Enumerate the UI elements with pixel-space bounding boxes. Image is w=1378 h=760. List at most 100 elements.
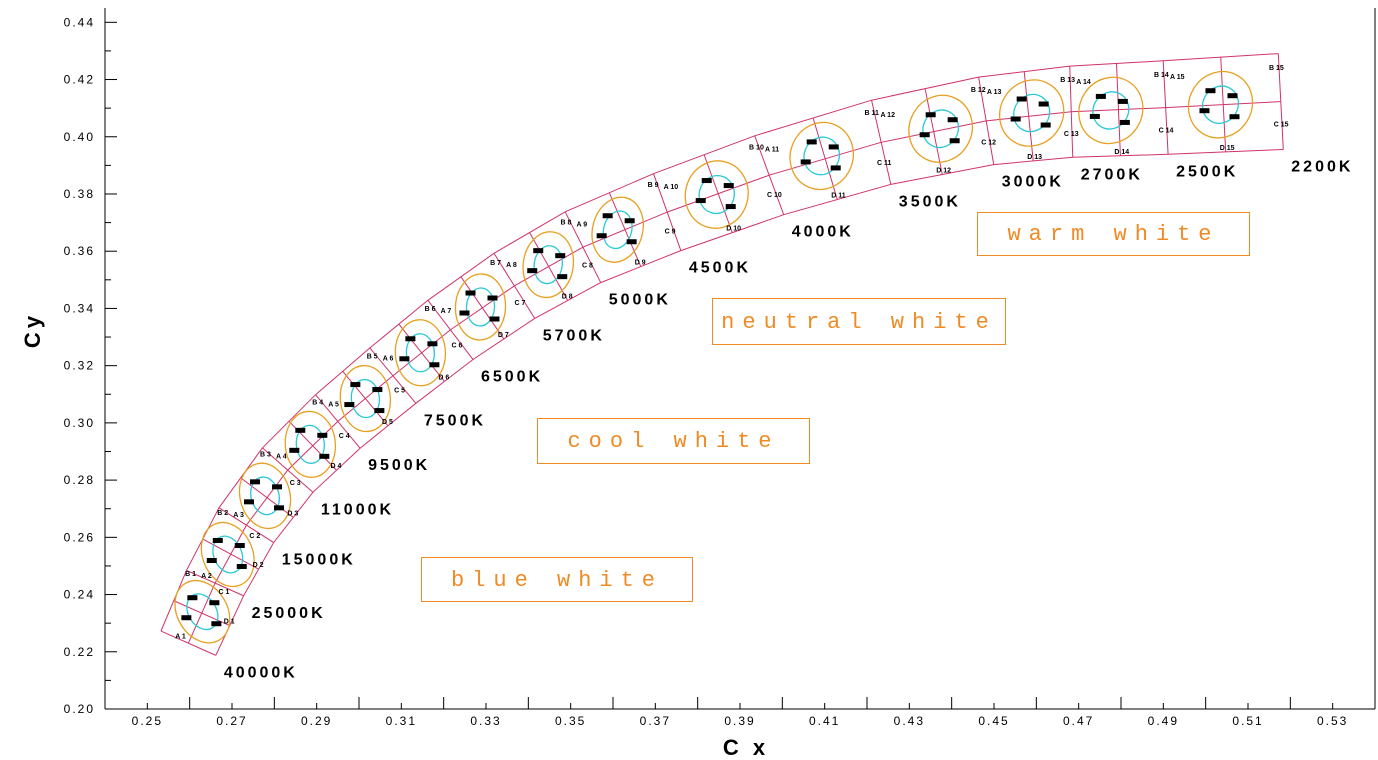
- bin-label-a: A 10: [664, 184, 679, 191]
- bin-label-d: D 2: [253, 562, 264, 569]
- bin-ellipse-inner: [922, 109, 960, 149]
- bin-marker: [1227, 93, 1238, 99]
- bin-label-b: B 14: [1154, 72, 1169, 79]
- bin-ellipse-outer: [284, 410, 337, 478]
- bin-label-a: A 5: [328, 402, 339, 409]
- bin-ellipse-inner: [1013, 93, 1051, 133]
- x-tick-label: 0.43: [894, 714, 925, 728]
- bin-label-c: C 11: [877, 160, 892, 167]
- cct-label: 5700K: [543, 327, 605, 344]
- bin-marker: [1010, 116, 1021, 122]
- bin-ellipse-outer: [394, 319, 447, 387]
- bin-ellipse-outer: [998, 79, 1065, 147]
- bin-marker: [399, 356, 410, 362]
- bin-label-c: C 3: [290, 480, 301, 487]
- y-tick-label: 0.42: [64, 73, 95, 87]
- bin-label-b: B 5: [367, 353, 378, 360]
- bin-ellipse-outer: [591, 196, 644, 263]
- cct-label: 9500K: [368, 457, 430, 474]
- x-tick-label: 0.49: [1148, 714, 1179, 728]
- bin-label-c: C 10: [767, 192, 782, 199]
- bin-ellipse-outer: [200, 521, 255, 588]
- bin-label-b: B 7: [490, 260, 501, 267]
- cct-label: 4000K: [792, 224, 854, 241]
- x-tick-label: 0.41: [809, 714, 840, 728]
- bin-marker: [274, 505, 285, 511]
- bin-label-a: A 3: [233, 512, 244, 519]
- bin-label-a: A 11: [765, 147, 779, 154]
- bin-marker: [372, 387, 383, 393]
- bin-label-d: D 10: [726, 226, 741, 233]
- bin-marker: [557, 274, 568, 280]
- bin-marker: [250, 479, 261, 485]
- bin-marker: [319, 453, 330, 459]
- x-tick-label: 0.37: [640, 714, 671, 728]
- bin-ellipse-inner: [602, 210, 633, 250]
- bin-marker: [925, 112, 936, 118]
- bin-divider-2: [218, 507, 275, 543]
- bin-marker: [211, 621, 222, 627]
- bin-marker: [489, 316, 500, 322]
- bin-mid-divider-8: [529, 232, 569, 301]
- bin-ellipse-outer: [1187, 70, 1254, 139]
- bin-divider-4: [315, 394, 361, 449]
- bin-marker: [723, 183, 734, 189]
- y-tick-label: 0.40: [64, 130, 95, 144]
- bin-marker: [947, 117, 958, 123]
- bin-label-d: D 5: [382, 419, 393, 426]
- bin-marker: [487, 295, 498, 301]
- x-tick-label: 0.51: [1232, 714, 1263, 728]
- bin-marker: [1199, 108, 1210, 114]
- bin-marker: [465, 290, 476, 296]
- bin-label-c: C 9: [665, 229, 676, 236]
- zone-label-cool-white: cool white: [537, 418, 810, 464]
- zone-label-neutral-white: neutral white: [712, 298, 1006, 345]
- bin-divider-12: [978, 77, 995, 165]
- bin-ellipse-inner: [295, 424, 326, 464]
- bin-mid-divider-2: [202, 538, 259, 570]
- bin-ellipse-outer: [684, 160, 749, 229]
- bin-ellipse-inner: [1201, 85, 1240, 124]
- bin-ellipse-inner: [803, 136, 841, 176]
- bin-label-d: D 7: [498, 332, 509, 339]
- bin-divider-11: [871, 100, 892, 185]
- cct-label: 25000K: [252, 605, 326, 622]
- bin-label-a: A 4: [276, 454, 287, 461]
- bin-mid-divider-6: [398, 323, 445, 382]
- bin-marker: [459, 310, 470, 316]
- cct-label: 7500K: [424, 412, 486, 429]
- bin-divider-3: [262, 447, 314, 493]
- bin-ellipse-inner: [465, 287, 496, 327]
- bin-marker: [272, 484, 283, 490]
- bin-ellipse-inner: [405, 333, 436, 373]
- bin-marker: [289, 447, 300, 453]
- labels: 40000K 25000K 15000K 11000K 9500K 7500K 6500K 5…: [175, 65, 1350, 681]
- bin-divider-5: [369, 347, 417, 404]
- bin-marker: [234, 542, 245, 548]
- bin-label-a: A 12: [880, 112, 895, 119]
- ticks: 0.25 0.27 0.29 0.31 0.33 0.35 0.37 0.39 0.41 0.43…: [64, 15, 1348, 728]
- bin-marker: [1040, 122, 1051, 128]
- y-tick-label: 0.36: [64, 244, 95, 258]
- bin-marker: [725, 204, 736, 210]
- bin-marker: [602, 213, 613, 219]
- bin-marker: [830, 165, 841, 171]
- bin-label-b: B 8: [560, 219, 571, 226]
- bin-label-a: A 13: [987, 89, 1002, 96]
- bin-label-b: B 13: [1060, 77, 1075, 84]
- bin-marker: [806, 139, 817, 145]
- x-tick-label: 0.29: [301, 714, 332, 728]
- bin-label-b: B 1: [185, 571, 196, 578]
- zone-label-warm-white: warm white: [977, 212, 1250, 256]
- bin-marker: [596, 233, 607, 239]
- bin-grid: [160, 53, 1284, 656]
- cct-label: 2500K: [1176, 163, 1238, 180]
- bin-label-b: B 3: [260, 452, 271, 459]
- bin-label-b: B 2: [217, 510, 228, 517]
- x-tick-label: 0.53: [1317, 714, 1348, 728]
- bin-label-d: D 12: [936, 168, 951, 175]
- bin-marker: [626, 239, 637, 245]
- bin-divider-9: [653, 173, 682, 251]
- bin-label-a: A 1: [175, 634, 186, 641]
- bin-marker: [919, 132, 930, 138]
